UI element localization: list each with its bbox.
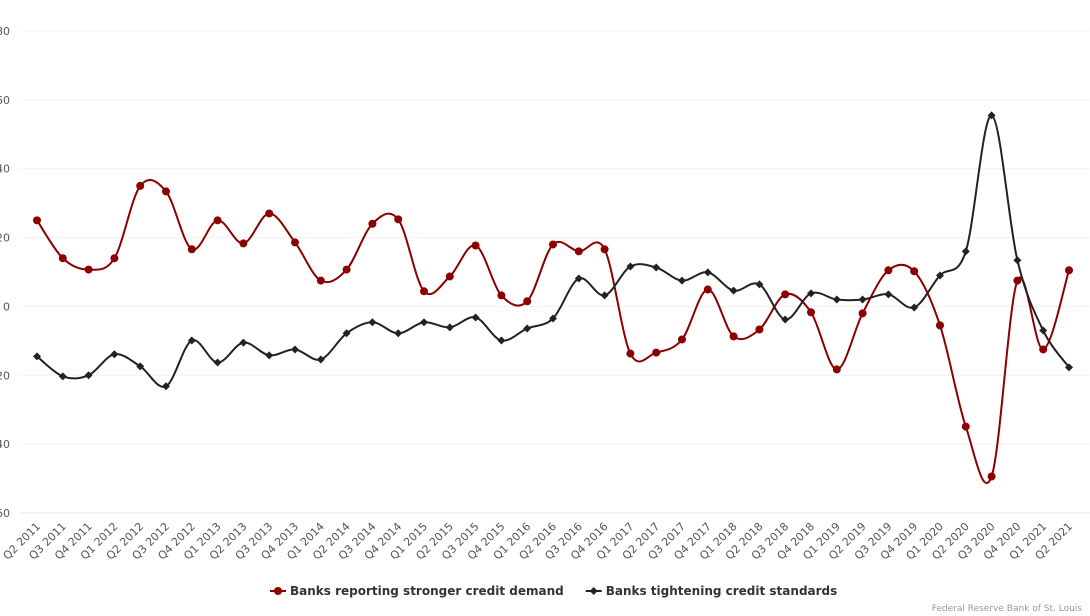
point [136, 362, 145, 371]
y-tick-label: 20 [0, 232, 10, 245]
point [394, 329, 403, 338]
point [187, 245, 196, 254]
y-tick-label: 0 [3, 300, 10, 313]
point [162, 382, 170, 391]
y-tick-label: 80 [0, 25, 10, 38]
point [549, 240, 557, 249]
y-tick-label: -60 [0, 507, 10, 520]
legend-label: Banks tightening credit standards [606, 584, 838, 598]
point [781, 290, 790, 299]
point [832, 365, 841, 374]
point [497, 336, 506, 345]
point [213, 358, 222, 367]
series-line [36, 179, 1070, 485]
point [781, 315, 790, 324]
point [1039, 345, 1048, 354]
point [58, 254, 67, 263]
point [265, 351, 274, 360]
point [574, 247, 583, 256]
y-tick-label: 40 [0, 163, 10, 176]
point [110, 254, 119, 263]
point [523, 297, 532, 306]
point [239, 338, 248, 347]
point [84, 265, 93, 274]
point [600, 245, 609, 254]
y-tick-label: -20 [0, 369, 10, 382]
point [162, 187, 170, 196]
point [678, 276, 686, 285]
point [755, 280, 764, 289]
point [910, 303, 919, 312]
point [265, 209, 274, 218]
point [626, 262, 635, 271]
y-tick-label: 60 [0, 94, 10, 107]
point [884, 266, 893, 275]
point [33, 216, 41, 225]
point [471, 241, 480, 250]
legend-marker [274, 587, 282, 595]
point [1013, 256, 1022, 265]
point [1013, 276, 1022, 285]
point [1065, 363, 1073, 372]
point [497, 291, 506, 300]
point [987, 472, 996, 481]
point [420, 287, 428, 296]
legend-label: Banks reporting stronger credit demand [290, 584, 564, 598]
point [239, 239, 248, 248]
point [187, 336, 196, 345]
point [523, 324, 532, 333]
point [291, 238, 299, 247]
point [652, 263, 661, 272]
point [316, 355, 325, 364]
point [471, 313, 480, 322]
point [832, 295, 841, 304]
point [910, 267, 919, 276]
y-tick-label: -40 [0, 438, 10, 451]
point [420, 318, 428, 327]
point [807, 289, 815, 298]
point [858, 309, 867, 318]
point [678, 335, 686, 344]
point [84, 371, 93, 380]
point [987, 111, 996, 120]
point [600, 291, 609, 300]
point [342, 329, 351, 338]
point [961, 422, 970, 431]
point [1039, 326, 1048, 335]
point [626, 349, 635, 358]
point [342, 265, 351, 274]
point [755, 325, 764, 334]
point [961, 247, 970, 256]
point [703, 268, 712, 277]
point [549, 314, 557, 323]
point [1065, 266, 1073, 275]
point [33, 352, 41, 361]
point [807, 308, 815, 317]
point [445, 272, 454, 281]
point [574, 274, 583, 283]
point [291, 345, 299, 354]
legend-marker [589, 587, 598, 595]
point [729, 332, 738, 341]
point [884, 290, 893, 299]
point [110, 350, 119, 359]
point [936, 321, 944, 330]
point [213, 216, 222, 225]
point [394, 215, 403, 224]
credit: Federal Reserve Bank of St. Louis [932, 604, 1083, 614]
point [652, 348, 661, 357]
point [368, 219, 377, 228]
point [703, 285, 712, 294]
point [136, 181, 145, 190]
point [58, 372, 67, 381]
point [858, 295, 867, 304]
point [316, 276, 325, 285]
point [445, 323, 454, 332]
point [936, 271, 944, 280]
point [729, 286, 738, 295]
point [368, 318, 377, 327]
